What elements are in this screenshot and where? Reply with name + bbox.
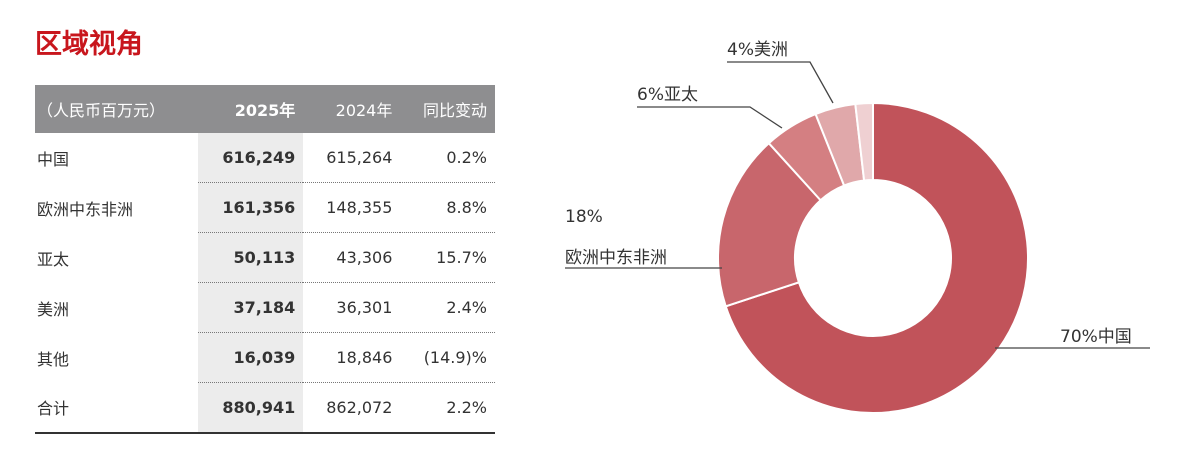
- label-china: 70%中国: [1060, 327, 1132, 347]
- table-row: 合计 880,941 862,072 2.2%: [35, 382, 495, 434]
- cell-yoy: 15.7%: [400, 232, 495, 283]
- label-apac: 6%亚太: [637, 85, 698, 105]
- page-title: 区域视角: [35, 29, 143, 60]
- cell-2025: 616,249: [198, 133, 304, 183]
- cell-2024: 615,264: [303, 133, 401, 183]
- cell-2025: 50,113: [198, 232, 304, 283]
- cell-yoy: (14.9)%: [400, 332, 495, 383]
- slice-中国: [724, 101, 1029, 414]
- cell-region: 美洲: [37, 299, 70, 319]
- table-row: 中国 616,249 615,264 0.2%: [35, 133, 495, 183]
- cell-2024: 36,301: [303, 282, 401, 333]
- cell-region: 合计: [35, 382, 199, 434]
- table-row: 其他 16,039 18,846 (14.9)%: [35, 332, 495, 383]
- cell-yoy: 2.4%: [400, 282, 495, 333]
- header-2025: 2025年: [198, 85, 304, 133]
- cell-yoy: 8.8%: [400, 182, 495, 233]
- label-emea-name: 欧洲中东非洲: [565, 248, 667, 268]
- slice-欧洲中东非洲: [717, 141, 822, 308]
- leader-apac: [637, 106, 783, 129]
- cell-2025: 37,184: [198, 282, 304, 333]
- cell-2024: 18,846: [303, 332, 401, 383]
- cell-region: 中国: [37, 149, 70, 169]
- table-row: 欧洲中东非洲 161,356 148,355 8.8%: [35, 182, 495, 233]
- leader-americas: [727, 61, 834, 104]
- table-header: （人民币百万元） 2025年 2024年 同比变动: [35, 85, 495, 133]
- header-unit: （人民币百万元）: [35, 85, 199, 133]
- label-emea-pct: 18%: [565, 207, 603, 227]
- cell-2025: 161,356: [198, 182, 304, 233]
- cell-2025: 880,941: [198, 382, 304, 434]
- header-2024: 2024年: [303, 85, 401, 133]
- label-americas: 4%美洲: [727, 40, 788, 60]
- cell-region: 其他: [37, 349, 70, 369]
- slice-其他: [854, 101, 874, 182]
- table-row: 亚太 50,113 43,306 15.7%: [35, 232, 495, 283]
- cell-2025: 16,039: [198, 332, 304, 383]
- cell-2024: 862,072: [303, 382, 401, 434]
- header-yoy: 同比变动: [400, 85, 495, 133]
- cell-yoy: 0.2%: [400, 133, 495, 183]
- region-table: （人民币百万元） 2025年 2024年 同比变动 中国 616,249 615,2…: [35, 85, 495, 434]
- table-row: 美洲 37,184 36,301 2.4%: [35, 282, 495, 333]
- cell-2024: 43,306: [303, 232, 401, 283]
- cell-yoy: 2.2%: [400, 382, 495, 434]
- cell-region: 欧洲中东非洲: [37, 199, 134, 219]
- cell-2024: 148,355: [303, 182, 401, 233]
- cell-region: 亚太: [37, 249, 70, 269]
